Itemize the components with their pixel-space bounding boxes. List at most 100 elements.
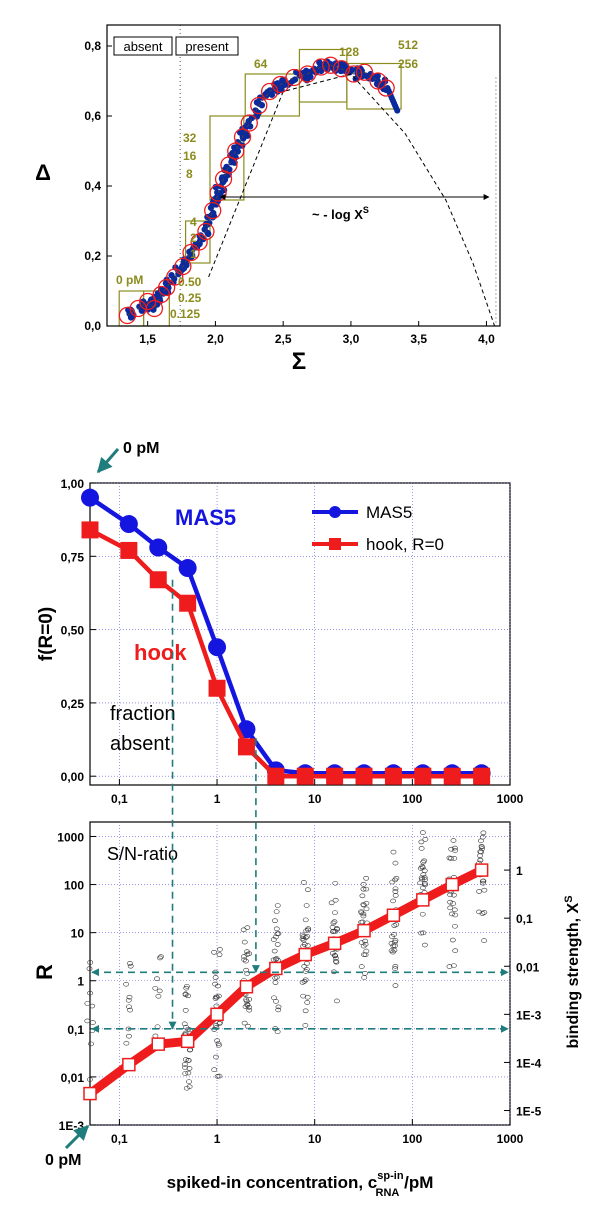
conc-label-0.25: 0.25	[178, 291, 202, 305]
probe-point	[420, 859, 427, 865]
probe-point	[360, 911, 367, 917]
probe-point	[304, 934, 311, 939]
absent-label: absent	[123, 39, 162, 54]
probe-point	[363, 876, 370, 881]
probe-dot	[188, 251, 196, 259]
probe-point	[275, 1004, 282, 1010]
probe-point	[158, 954, 164, 959]
bottom-ytick-right-label-3: 0,01	[516, 960, 540, 974]
probe-point	[332, 910, 338, 915]
top-xtick-label-4: 3,5	[410, 332, 427, 346]
probe-point	[447, 899, 454, 905]
mean-circle-18	[250, 96, 268, 115]
bottom-xtick-label-2: 10	[308, 1132, 322, 1146]
probe-point	[126, 1004, 132, 1010]
probe-dot	[266, 87, 274, 94]
probe-point	[127, 961, 133, 966]
probe-point	[270, 937, 277, 942]
mean-circle-25	[332, 60, 351, 78]
probe-point	[272, 980, 279, 985]
probe-point	[360, 913, 367, 919]
probe-point	[421, 942, 428, 948]
mean-circle-21	[285, 68, 303, 87]
probe-point	[480, 830, 487, 836]
probe-point	[89, 1020, 96, 1025]
probe-point	[215, 983, 221, 989]
bottom-plot-frame	[89, 821, 511, 1126]
middle-xtick-label-2: 10	[308, 792, 322, 806]
conc-label-2: 2	[190, 231, 197, 245]
probe-point	[126, 994, 133, 1000]
probe-point	[301, 979, 308, 984]
probe-point	[216, 952, 223, 957]
mas5-annotation: MAS5	[175, 505, 236, 530]
probe-point	[215, 1041, 222, 1046]
probe-point	[242, 958, 249, 964]
probe-point	[419, 864, 426, 869]
probe-point	[476, 889, 483, 894]
mas5-point-0	[81, 488, 99, 507]
probe-point	[275, 1007, 282, 1013]
fraction-absent-line1: fraction	[110, 703, 176, 725]
top-xlabel: Σ	[292, 348, 306, 375]
probe-point	[420, 830, 426, 835]
probe-point	[157, 955, 163, 961]
hook-point-7	[296, 767, 314, 785]
probe-point	[302, 977, 309, 983]
probe-point	[243, 998, 250, 1004]
probe-point	[272, 918, 278, 923]
probe-point	[241, 939, 248, 945]
probe-point	[213, 1054, 219, 1060]
top-ytick-label-2: 0,4	[84, 179, 101, 193]
probe-point	[448, 846, 455, 852]
bottom-xtick-label-0: 0,1	[111, 1132, 128, 1146]
hook-point-0	[81, 521, 99, 539]
probe-point	[448, 856, 454, 861]
probe-point	[182, 1008, 189, 1013]
mean-circle-9	[190, 233, 208, 251]
bottom-xlabel: spiked-in concentration, csp-in RNA /pM	[167, 1170, 434, 1199]
conc-label-128: 128	[339, 45, 359, 59]
bottom-panel: 0,1 1 10 100 1000 1E-3 0,01 0,1 1 10 100 1000 1E-5 1E…	[32, 821, 582, 1199]
probe-dot	[394, 107, 401, 114]
hook-point-8	[326, 767, 344, 785]
top-xtick-label-5: 4,0	[478, 332, 495, 346]
probe-point	[331, 919, 338, 924]
sn-ratio-label: S/N-ratio	[107, 844, 178, 864]
mean-circle-7	[174, 257, 192, 276]
bottom-ytick-right-label-1: 1E-4	[516, 1056, 542, 1070]
probe-point	[303, 961, 310, 966]
hook-point-3	[179, 594, 197, 612]
probe-point	[186, 1066, 193, 1071]
probe-point	[182, 1071, 189, 1076]
probe-point	[388, 941, 395, 946]
middle-ytick-label-4: 1,00	[61, 477, 85, 491]
probe-point	[123, 981, 130, 987]
probe-point	[87, 990, 93, 996]
probe-point	[242, 1004, 249, 1009]
middle-zero-pm-label: 0 pM	[123, 440, 159, 457]
probe-point	[362, 971, 368, 976]
hook-r-point-5	[239, 979, 254, 994]
probe-point	[332, 897, 339, 903]
bottom-ytick-right-label-4: 0,1	[516, 912, 533, 926]
probe-point	[87, 960, 94, 965]
probe-point	[273, 909, 280, 914]
log-xs-label: ~ - log XS	[312, 205, 369, 222]
top-plot-frame	[106, 24, 501, 327]
mean-circle-16	[233, 128, 252, 146]
middle-ytick-label-3: 0,75	[61, 550, 85, 564]
probe-point	[272, 975, 279, 981]
probe-point	[212, 975, 219, 980]
top-ytick-label-0: 0,0	[84, 319, 101, 333]
bottom-ytick-label-6: 1000	[57, 830, 84, 844]
probe-point	[451, 845, 458, 851]
probe-point	[392, 966, 399, 971]
probe-point	[450, 838, 457, 843]
cluster-box-6	[346, 62, 402, 110]
top-ytick-label-4: 0,8	[84, 39, 101, 53]
middle-xtick-label-3: 100	[402, 792, 422, 806]
probe-point	[181, 1062, 188, 1067]
hook-r-point-0	[83, 1086, 97, 1101]
